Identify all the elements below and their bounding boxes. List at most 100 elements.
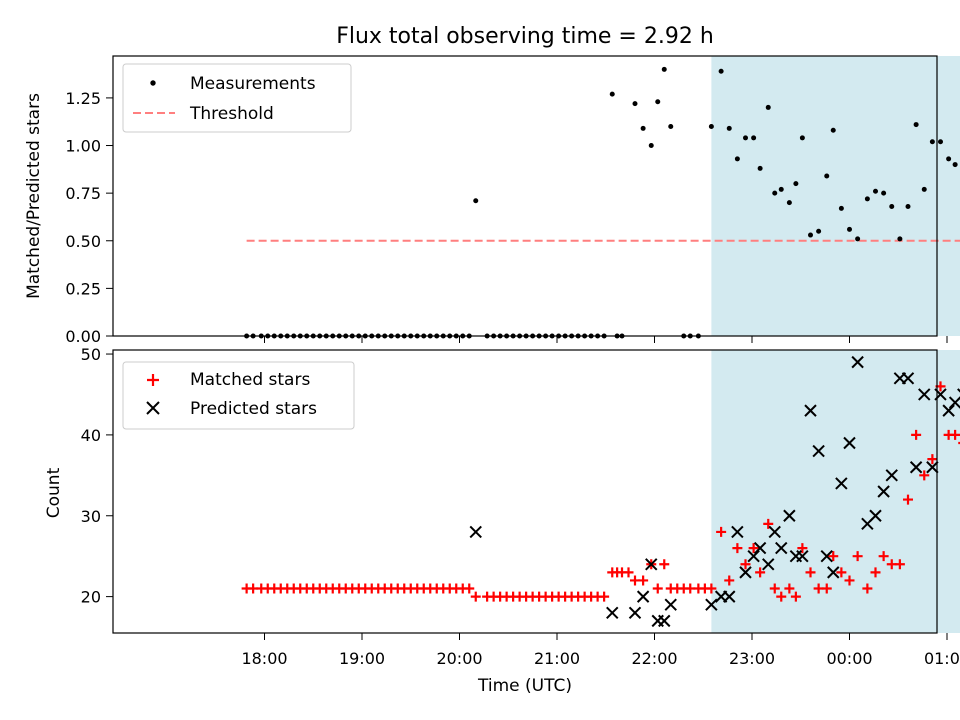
matched-star-point <box>790 591 801 602</box>
matched-star-point <box>821 583 832 594</box>
top-y-tick-label: 0.50 <box>65 232 101 251</box>
matched-star-point <box>844 575 855 586</box>
measurement-point <box>793 181 799 187</box>
matched-star-point <box>464 583 475 594</box>
measurement-point <box>661 66 667 72</box>
measurement-point <box>921 186 927 192</box>
top-y-tick-label: 0.75 <box>65 184 101 203</box>
predicted-star-point <box>901 372 915 385</box>
matched-star-point <box>716 526 727 537</box>
matched-star-point <box>776 591 787 602</box>
measurement-point <box>946 156 952 162</box>
matched-star-point <box>623 567 634 578</box>
predicted-star-point <box>783 509 796 522</box>
matched-star-point <box>724 575 735 586</box>
predicted-star-point <box>843 436 856 450</box>
legend-predicted-label: Predicted stars <box>190 399 317 419</box>
measurement-point <box>881 190 887 196</box>
legend-measurements-marker <box>150 80 156 86</box>
measurement-point <box>640 125 646 131</box>
predicted-star-point <box>877 485 890 498</box>
bottom-axis-ticks: 20 30 40 50 18:00 19:00 20:00 21:00 22:00 23:00 00… <box>81 345 960 668</box>
predicted-star-point <box>812 444 825 458</box>
matched-star-point <box>769 583 780 594</box>
top-axis-ticks: 0.00 0.25 0.50 0.75 1.00 1.25 <box>65 89 948 346</box>
matched-star-point <box>919 470 930 481</box>
matched-star-point <box>950 429 960 440</box>
predicted-star-point <box>723 590 736 603</box>
x-tick-label: 21:00 <box>534 649 580 668</box>
x-tick-label: 18:00 <box>241 649 287 668</box>
matched-star-point <box>706 583 717 594</box>
measurement-point <box>609 91 615 97</box>
measurement-point <box>847 226 852 232</box>
measurement-point <box>824 173 830 179</box>
predicted-star-point <box>753 541 767 555</box>
measurement-point <box>772 190 778 196</box>
predicted-star-point <box>658 614 671 628</box>
matched-star-point <box>659 559 670 570</box>
matched-star-point <box>852 551 863 562</box>
measurement-point <box>473 198 479 204</box>
matched-star-point <box>836 567 847 578</box>
top-legend: Measurements Threshold <box>122 63 352 133</box>
matched-star-point <box>862 583 873 594</box>
measurement-point <box>830 127 836 133</box>
bottom-axes-frame <box>112 349 938 634</box>
x-axis-label: Time (UTC) <box>477 676 572 696</box>
predicted-star-point <box>705 598 718 611</box>
predicted-star-point <box>747 549 760 563</box>
x-tick-label: 19:00 <box>339 649 385 668</box>
predicted-star-point <box>762 558 775 571</box>
measurement-point <box>726 125 732 131</box>
predicted-star-point <box>885 469 898 482</box>
measurement-point <box>786 200 792 206</box>
measurement-point <box>929 139 935 145</box>
predicted-star-point <box>918 388 931 401</box>
bottom-y-tick-label: 20 <box>81 588 101 607</box>
bottom-highlight-span <box>711 350 960 633</box>
matched-star-point <box>805 567 816 578</box>
measurement-point <box>708 123 714 129</box>
measurement-point <box>648 143 654 149</box>
x-tick-label: 20:00 <box>436 649 482 668</box>
matched-star-point <box>784 583 795 594</box>
predicted-star-point <box>645 558 658 571</box>
matched-star-point <box>927 454 938 465</box>
measurement-point <box>734 156 740 162</box>
predicted-star-point <box>469 525 482 539</box>
predicted-star-point <box>827 566 840 579</box>
predicted-star-point <box>636 590 650 603</box>
matched-star-point <box>652 583 663 594</box>
predicted-star-point <box>804 404 817 417</box>
matched-star-point <box>732 543 743 554</box>
measurement-point <box>897 236 903 242</box>
top-y-tick-label: 1.00 <box>65 137 101 156</box>
measurement-point <box>855 236 861 242</box>
legend-matched-label: Matched stars <box>190 370 310 390</box>
predicted-star-point <box>851 355 864 369</box>
measurement-point <box>905 203 911 209</box>
measurement-point <box>816 228 822 234</box>
top-plot-area <box>244 66 960 339</box>
matched-star-point <box>894 559 905 570</box>
measurement-point <box>913 122 919 128</box>
predicted-star-point <box>664 598 677 611</box>
top-y-tick-label: 0.25 <box>65 279 101 298</box>
matched-star-point <box>911 429 922 440</box>
bottom-y-axis-label: Count <box>44 467 64 518</box>
top-highlight-span <box>711 56 960 336</box>
legend-predicted-marker <box>146 401 160 415</box>
predicted-star-point <box>796 549 809 563</box>
measurement-point <box>751 135 757 141</box>
predicted-star-point <box>606 606 619 619</box>
bottom-plot-area <box>241 355 960 628</box>
measurement-point <box>668 123 674 129</box>
predicted-star-point <box>739 566 752 579</box>
matched-star-point <box>878 551 889 562</box>
matched-star-point <box>797 543 808 554</box>
top-y-tick-label: 1.25 <box>65 89 101 108</box>
measurement-point <box>632 101 638 107</box>
bottom-y-tick-label: 50 <box>81 345 101 364</box>
